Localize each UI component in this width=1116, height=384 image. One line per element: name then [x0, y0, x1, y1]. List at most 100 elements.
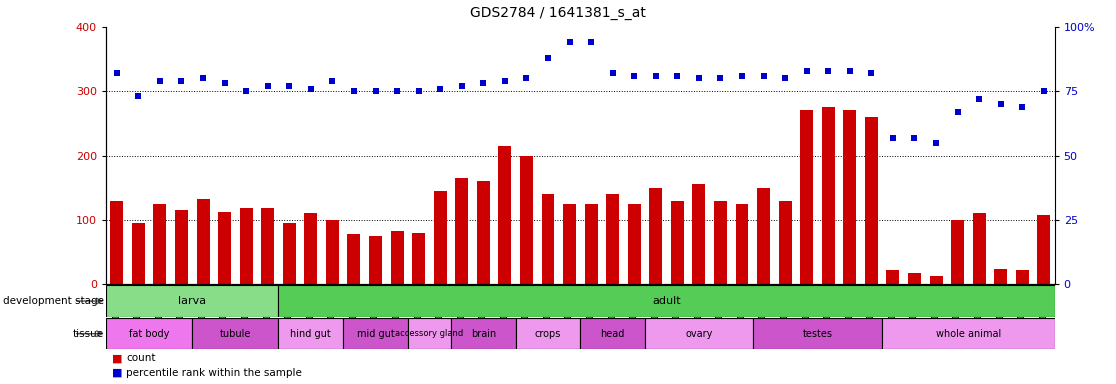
Text: brain: brain [471, 329, 496, 339]
Point [905, 134, 923, 141]
Bar [735, 204, 749, 284]
Point [108, 70, 126, 76]
Bar [1016, 270, 1029, 284]
Text: crops: crops [535, 329, 561, 339]
Bar [951, 220, 964, 284]
Point [840, 68, 858, 74]
Point [604, 70, 622, 76]
Text: tissue: tissue [73, 329, 104, 339]
Bar [994, 269, 1008, 284]
Bar [844, 111, 856, 284]
Bar [175, 210, 187, 284]
Point [194, 75, 212, 81]
Point [863, 70, 881, 76]
Bar [240, 208, 252, 284]
Bar [585, 204, 597, 284]
Bar [132, 223, 145, 284]
Text: ■: ■ [112, 353, 122, 363]
Bar [516, 318, 580, 349]
Bar [564, 204, 576, 284]
Bar [692, 184, 705, 284]
Point [625, 73, 643, 79]
Point [410, 88, 427, 94]
Point [884, 134, 902, 141]
Bar [344, 318, 407, 349]
Bar [714, 200, 727, 284]
Point [819, 68, 837, 74]
Bar [627, 204, 641, 284]
Point [690, 75, 708, 81]
Bar [930, 276, 943, 284]
Text: count: count [126, 353, 155, 363]
Bar [347, 234, 360, 284]
Bar [110, 200, 123, 284]
Point [324, 78, 341, 84]
Point [302, 86, 320, 92]
Bar [391, 232, 404, 284]
Point [345, 88, 363, 94]
Point [927, 140, 945, 146]
Text: accessory gland: accessory gland [395, 329, 463, 338]
Point [1013, 104, 1031, 110]
Bar [650, 188, 662, 284]
Point [970, 96, 988, 102]
Bar [520, 156, 533, 284]
Bar [434, 191, 446, 284]
Text: whole animal: whole animal [935, 329, 1001, 339]
Point [949, 109, 966, 115]
Bar [499, 146, 511, 284]
Text: GDS2784 / 1641381_s_at: GDS2784 / 1641381_s_at [470, 6, 646, 20]
Bar [865, 117, 878, 284]
Text: mid gut: mid gut [357, 329, 394, 339]
Bar [779, 200, 791, 284]
Text: adult: adult [652, 296, 681, 306]
Bar [326, 220, 339, 284]
Point [1035, 88, 1052, 94]
Text: testes: testes [802, 329, 833, 339]
Bar [606, 194, 619, 284]
Point [560, 39, 578, 45]
Bar [279, 318, 344, 349]
Bar [412, 233, 425, 284]
Bar [261, 208, 275, 284]
Point [733, 73, 751, 79]
Text: head: head [600, 329, 625, 339]
Point [215, 80, 233, 86]
Point [583, 39, 600, 45]
Bar [455, 178, 469, 284]
Point [388, 88, 406, 94]
Point [992, 101, 1010, 107]
Point [151, 78, 169, 84]
Point [280, 83, 298, 89]
Bar [192, 318, 279, 349]
Bar [886, 270, 899, 284]
Bar [671, 200, 684, 284]
Text: hind gut: hind gut [290, 329, 331, 339]
Point [366, 88, 384, 94]
Point [647, 73, 665, 79]
Text: ovary: ovary [685, 329, 713, 339]
Bar [541, 194, 555, 284]
Bar [196, 199, 210, 284]
Point [518, 75, 536, 81]
Point [712, 75, 730, 81]
Point [129, 93, 147, 99]
Text: fat body: fat body [129, 329, 170, 339]
Text: ■: ■ [112, 368, 122, 378]
Bar [451, 318, 516, 349]
Bar [218, 212, 231, 284]
Point [754, 73, 772, 79]
Point [777, 75, 795, 81]
Point [474, 80, 492, 86]
Bar [882, 318, 1055, 349]
Text: percentile rank within the sample: percentile rank within the sample [126, 368, 302, 378]
Text: tubule: tubule [220, 329, 251, 339]
Point [238, 88, 256, 94]
Bar [1038, 215, 1050, 284]
Point [453, 83, 471, 89]
Point [539, 55, 557, 61]
Bar [800, 111, 814, 284]
Point [173, 78, 191, 84]
Bar [753, 318, 882, 349]
Bar [821, 107, 835, 284]
